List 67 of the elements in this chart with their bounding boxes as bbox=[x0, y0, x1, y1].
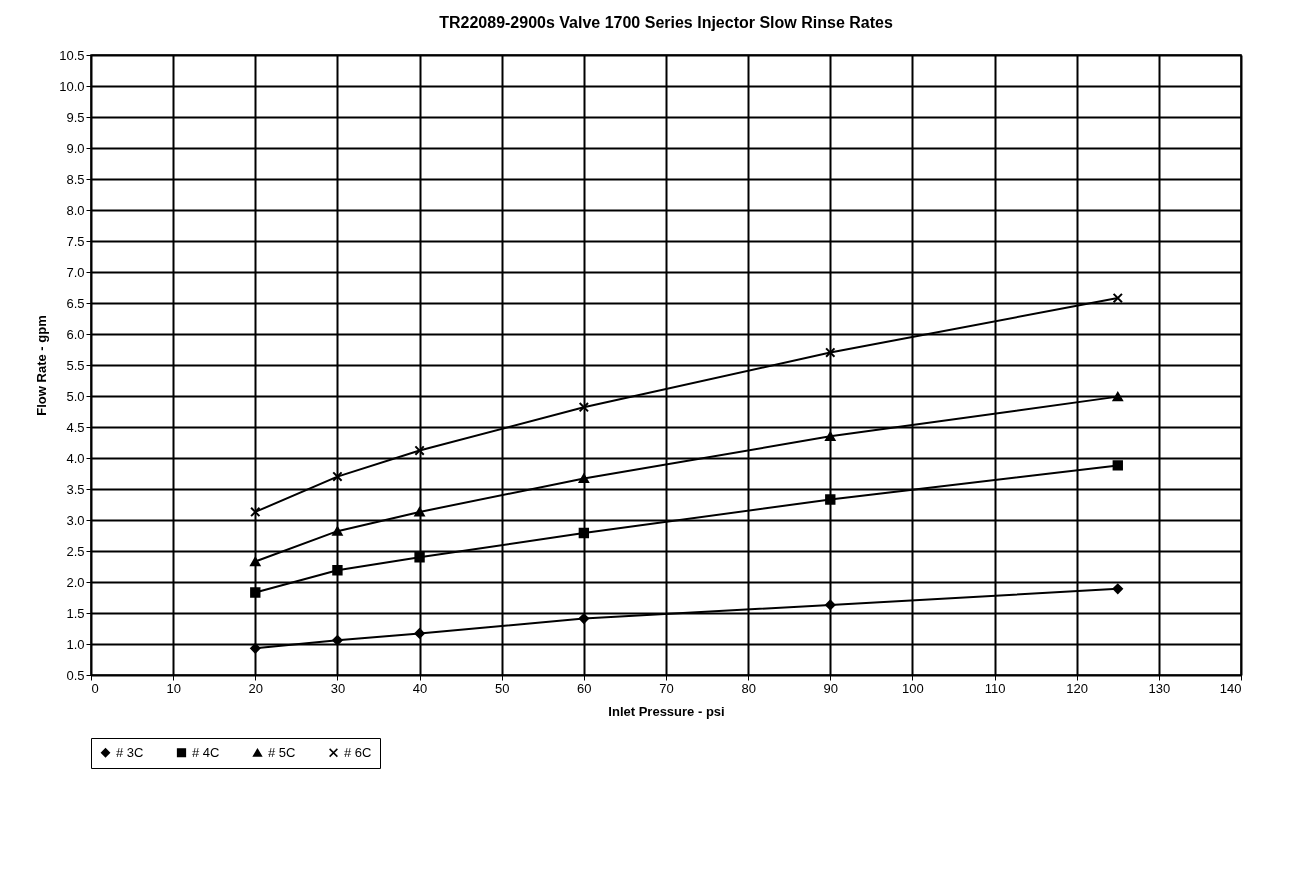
y-tick-label: 9.5 bbox=[66, 109, 85, 125]
y-tick-label: 6.0 bbox=[66, 326, 85, 342]
point bbox=[332, 526, 343, 536]
x-tick-label: 90 bbox=[823, 680, 839, 696]
y-tick-label: 8.5 bbox=[66, 171, 85, 187]
y-tick-label: 6.5 bbox=[66, 295, 85, 311]
point bbox=[1112, 392, 1123, 402]
y-tick-label: 0.5 bbox=[66, 667, 85, 683]
point bbox=[250, 506, 261, 518]
point bbox=[332, 471, 343, 482]
x-axis-title: Inlet Pressure - psi bbox=[608, 703, 725, 719]
x-tick-label: 140 bbox=[1219, 680, 1242, 696]
x-tick-label: 80 bbox=[741, 680, 756, 696]
y-tick-label: 1.5 bbox=[66, 605, 85, 621]
legend-label: # 5C bbox=[268, 744, 296, 760]
point bbox=[250, 587, 261, 598]
y-tick-label: 5.5 bbox=[66, 357, 85, 373]
legend-label: # 4C bbox=[192, 744, 220, 760]
x-tick-label: 40 bbox=[412, 680, 428, 696]
y-tick-label: 8.0 bbox=[66, 202, 85, 218]
x-tick-label: 110 bbox=[984, 680, 1006, 696]
point bbox=[414, 628, 425, 639]
x-tick-label: 10 bbox=[166, 680, 181, 696]
y-tick-label: 3.5 bbox=[66, 481, 85, 497]
y-tick-label: 5.0 bbox=[66, 388, 85, 404]
point bbox=[1112, 292, 1123, 304]
point bbox=[250, 643, 261, 654]
point bbox=[414, 445, 425, 456]
chart-title: TR22089-2900s Valve 1700 Series Injector Slow Rinse Rates bbox=[439, 14, 893, 31]
y-tick-label: 2.5 bbox=[66, 543, 85, 559]
legend-label: # 3C bbox=[116, 744, 144, 760]
y-tick-label: 4.5 bbox=[66, 419, 85, 435]
x-tick-label: 100 bbox=[902, 680, 924, 696]
x-tick-label: 20 bbox=[248, 680, 264, 696]
y-axis-title: Flow Rate - gpm bbox=[34, 315, 50, 416]
point bbox=[578, 401, 590, 413]
y-tick-label: 2.0 bbox=[66, 574, 85, 590]
y-tick-label: 7.5 bbox=[66, 233, 85, 249]
y-tick-label: 9.0 bbox=[66, 140, 85, 156]
y-tick-label: 10.5 bbox=[59, 47, 85, 63]
point bbox=[332, 635, 343, 646]
legend-label: # 6C bbox=[344, 744, 372, 760]
point bbox=[825, 431, 836, 441]
x-tick-label: 130 bbox=[1148, 680, 1171, 696]
point bbox=[1112, 460, 1123, 471]
point bbox=[578, 473, 590, 484]
point bbox=[578, 613, 590, 624]
x-tick-label: 60 bbox=[577, 680, 592, 696]
y-tick-label: 3.0 bbox=[66, 512, 85, 528]
x-tick-label: 70 bbox=[659, 680, 674, 696]
point bbox=[1112, 583, 1123, 594]
point bbox=[250, 556, 261, 567]
y-tick-label: 7.0 bbox=[66, 264, 85, 280]
point bbox=[332, 565, 343, 576]
point bbox=[414, 552, 425, 563]
y-tick-label: 1.0 bbox=[66, 636, 85, 652]
x-tick-label: 30 bbox=[330, 680, 346, 696]
y-tick-label: 4.0 bbox=[66, 450, 85, 466]
point bbox=[825, 494, 836, 505]
point bbox=[414, 507, 425, 517]
y-tick-label: 10.0 bbox=[59, 78, 85, 94]
x-tick-label: 50 bbox=[494, 680, 510, 696]
point bbox=[825, 347, 836, 358]
x-tick-label: 120 bbox=[1066, 680, 1089, 696]
point bbox=[578, 527, 590, 539]
x-tick-label: 0 bbox=[91, 680, 99, 696]
point bbox=[825, 599, 836, 611]
